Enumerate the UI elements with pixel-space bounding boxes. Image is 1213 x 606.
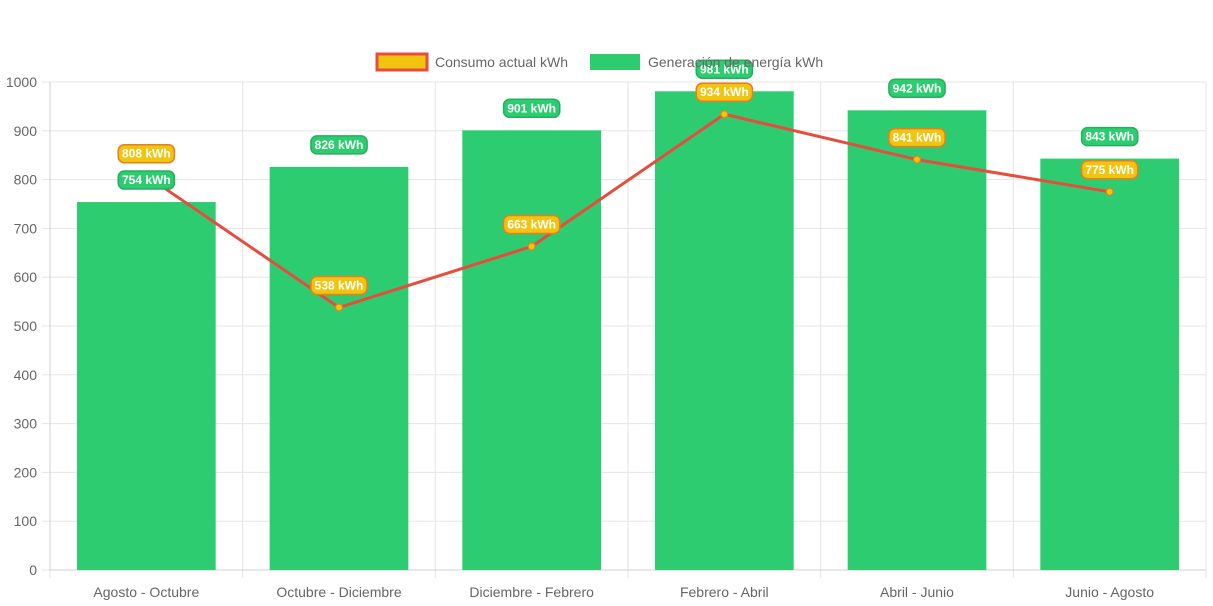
y-tick-label: 200 [14,464,38,480]
legend-label-generacion: Generación de energía kWh [648,54,823,70]
bar-value-label: 754 kWh [117,170,176,190]
y-tick-label: 900 [14,123,38,139]
axes: 0 100 200 300 400 500 600 700 800 900 1000 Agosto -… [6,74,1206,600]
legend-swatch-generacion [590,54,640,70]
bar[interactable] [462,130,602,570]
bar-value-label: 942 kWh [888,78,946,99]
bar-value-label: 843 kWh [1080,126,1139,147]
bar-series [76,91,1180,571]
line-value-label-text: 841 kWh [893,131,942,145]
x-tick-label: Febrero - Abril [680,584,769,600]
line-value-label: 663 kWh [502,214,561,235]
data-labels: 754 kWh 826 kWh 901 kWh 981 kWh 942 kWh 843 k… [117,59,1139,296]
bar-value-label-text: 981 kWh [700,62,749,76]
grid [42,81,1207,578]
y-tick-label: 100 [14,513,38,529]
bar[interactable] [654,91,794,570]
legend-swatch-consumo [375,52,429,72]
bar-value-label-bg [310,135,368,155]
bar[interactable] [1040,158,1180,570]
line-value-label-bg [1080,160,1139,180]
line-value-label-text: 934 kWh [700,85,749,99]
line-value-label: 841 kWh [888,127,946,148]
y-tick-label: 1000 [6,74,37,90]
bar-value-label-text: 843 kWh [1085,130,1134,144]
bar-value-label: 981 kWh [695,59,754,80]
line-point[interactable] [720,110,729,119]
line-value-label-bg [310,275,368,296]
bar[interactable] [269,166,409,571]
x-tick-label: Junio - Agosto [1065,584,1154,600]
line-value-label-bg [695,82,754,102]
bar-value-label: 901 kWh [502,98,561,119]
y-tick-label: 700 [14,220,38,236]
x-tick-label: Diciembre - Febrero [469,584,594,600]
line-value-label-text: 808 kWh [122,147,171,161]
line-value-label-text: 663 kWh [507,217,556,231]
line-value-label: 538 kWh [310,275,368,296]
bar-value-label-bg [1080,126,1139,147]
line-path [145,112,1110,309]
legend-item-consumo[interactable]: Consumo actual kWh [375,52,568,72]
bar-value-label-text: 754 kWh [122,173,171,187]
line-point[interactable] [1105,187,1114,196]
bar[interactable] [76,202,216,570]
y-tick-label: 500 [14,318,38,334]
line-value-label-bg [888,127,946,148]
line-value-label-text: 538 kWh [315,278,364,292]
legend-item-generacion[interactable]: Generación de energía kWh [590,54,823,70]
line-point[interactable] [912,155,922,164]
legend: Consumo actual kWh Generación de energía … [375,52,823,72]
bar-value-label: 826 kWh [310,135,368,155]
line-value-label-text: 775 kWh [1085,163,1134,177]
bar-value-label-text: 942 kWh [893,81,942,95]
line-point[interactable] [527,242,536,251]
y-tick-label: 600 [14,269,38,285]
bar[interactable] [847,110,987,570]
bar-value-label-bg [117,170,176,190]
bar-value-label-bg [695,59,754,80]
bar-value-label-bg [888,78,946,99]
bar-value-label-text: 901 kWh [507,101,556,115]
line-value-label-bg [117,143,176,164]
line-value-label: 934 kWh [695,82,754,102]
x-tick-label: Abril - Junio [880,584,954,600]
y-tick-label: 400 [14,367,38,383]
legend-label-consumo: Consumo actual kWh [435,54,568,70]
line-value-label: 808 kWh [117,143,176,164]
bar-value-label-text: 826 kWh [315,138,364,152]
bar-value-label-bg [502,98,561,119]
line-point[interactable] [334,303,344,312]
x-tick-label: Octubre - Diciembre [276,584,401,600]
y-tick-label: 300 [14,416,38,432]
line-value-label: 775 kWh [1080,160,1139,180]
y-tick-label: 0 [29,562,37,578]
line-value-label-bg [502,214,561,235]
x-tick-label: Agosto - Octubre [93,584,199,600]
y-tick-label: 800 [14,172,38,188]
